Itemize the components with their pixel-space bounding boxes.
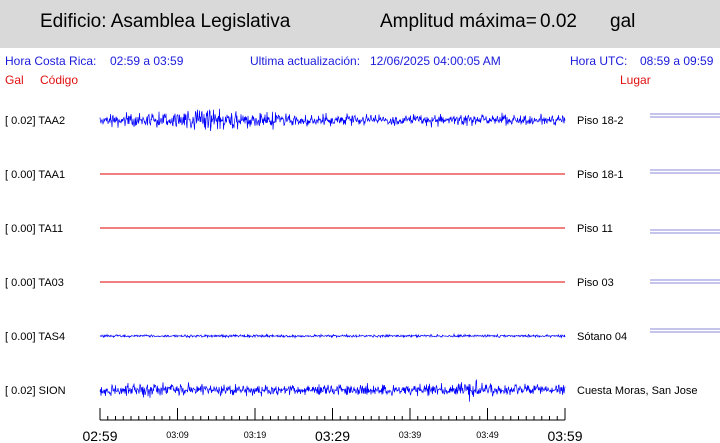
column-code: Código bbox=[40, 73, 79, 87]
channel-place: Piso 18-2 bbox=[577, 115, 623, 127]
channel-place: Piso 03 bbox=[577, 277, 614, 289]
last-update-label: Ultima actualización: bbox=[250, 54, 361, 68]
channel-place: Piso 11 bbox=[577, 223, 613, 235]
building-title: Edificio: Asamblea Legislativa bbox=[40, 11, 291, 32]
max-amplitude-label: Amplitud máxima= bbox=[380, 11, 537, 32]
channel-label: [ 0.00] TAA1 bbox=[5, 169, 65, 181]
channel-trace bbox=[99, 332, 566, 340]
local-time-label: Hora Costa Rica: bbox=[5, 54, 97, 68]
channel-place: Piso 18-1 bbox=[577, 169, 623, 181]
channel-trace bbox=[99, 379, 566, 402]
time-tick-label: 03:49 bbox=[476, 430, 499, 440]
utc-time-range: 08:59 a 09:59 bbox=[640, 54, 714, 68]
channel-label: [ 0.00] TAS4 bbox=[5, 331, 65, 343]
time-tick-label: 02:59 bbox=[82, 428, 117, 443]
local-time-range: 02:59 a 03:59 bbox=[110, 54, 184, 68]
column-place: Lugar bbox=[620, 73, 651, 87]
channel-place: Cuesta Moras, San Jose bbox=[577, 385, 697, 397]
time-tick-label: 03:39 bbox=[399, 430, 422, 440]
channel-trace bbox=[99, 108, 566, 132]
channel-label: [ 0.00] TA11 bbox=[5, 223, 63, 235]
time-tick-label: 03:19 bbox=[244, 430, 267, 440]
max-amplitude-value: 0.02 bbox=[540, 11, 577, 32]
time-tick-label: 03:29 bbox=[315, 428, 350, 443]
channel-label: [ 0.02] SION bbox=[5, 385, 66, 397]
channel-label: [ 0.02] TAA2 bbox=[5, 115, 65, 127]
last-update-value: 12/06/2025 04:00:05 AM bbox=[370, 54, 501, 68]
header-bar: Edificio: Asamblea Legislativa Amplitud … bbox=[0, 0, 720, 48]
max-amplitude-unit: gal bbox=[610, 11, 636, 32]
channel-place: Sótano 04 bbox=[577, 331, 627, 343]
channel-label: [ 0.00] TA03 bbox=[5, 277, 64, 289]
utc-time-label: Hora UTC: bbox=[570, 54, 628, 68]
column-gal: Gal bbox=[5, 73, 24, 87]
time-tick-label: 03:09 bbox=[166, 430, 189, 440]
time-tick-label: 03:59 bbox=[547, 428, 582, 443]
